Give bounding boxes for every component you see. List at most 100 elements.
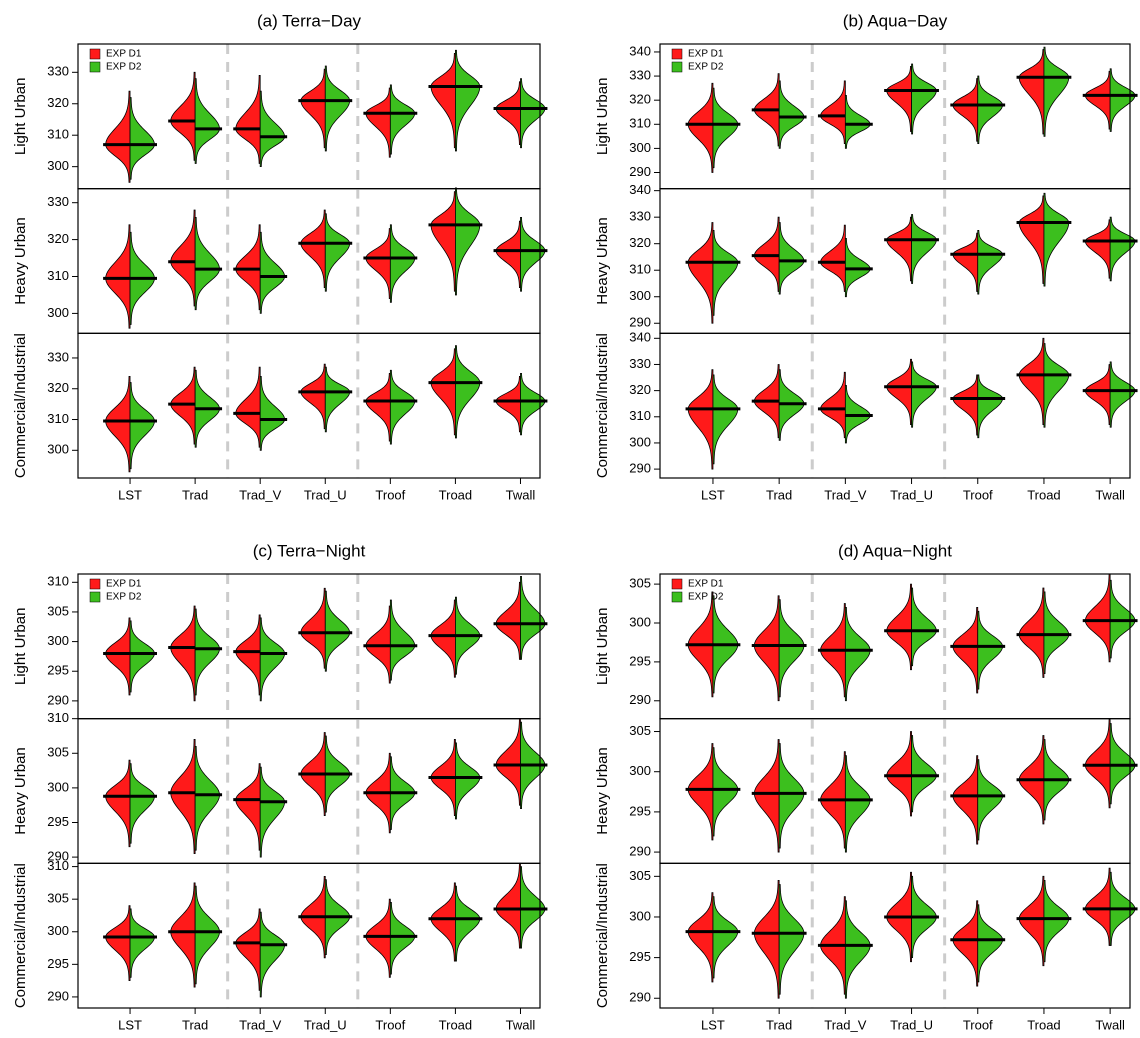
y-tick-label: 300 (629, 288, 651, 303)
violin-half (430, 599, 456, 678)
violin-half (886, 358, 912, 426)
x-tick-label: LST (118, 1017, 142, 1032)
violin-half (105, 90, 131, 183)
violin-half (129, 97, 155, 180)
violin-half (977, 75, 1003, 144)
violin-half (324, 213, 351, 292)
violin-half (712, 87, 739, 169)
violin-half (1084, 364, 1111, 426)
violin-half (778, 80, 805, 149)
violin-half (952, 78, 979, 142)
y-tick-label: 320 (47, 231, 69, 246)
y-axis-label: Light Urban (12, 608, 29, 686)
y-tick-label: 310 (47, 268, 69, 283)
violin-half (952, 900, 979, 987)
y-tick-label: 300 (47, 923, 69, 938)
y-tick-label: 290 (629, 692, 651, 707)
violin-half (844, 755, 871, 853)
panel-title: (b) Aqua−Day (843, 11, 948, 30)
violin-half (687, 82, 714, 173)
y-tick-label: 290 (47, 692, 69, 707)
violin-half (235, 366, 261, 448)
x-tick-label: Troof (375, 1017, 405, 1032)
x-tick-label: Trad_V (824, 487, 866, 502)
violin-half (259, 231, 286, 314)
violin-half (495, 862, 521, 949)
y-tick-label: 290 (629, 164, 651, 179)
violin-half (687, 369, 714, 470)
y-tick-label: 295 (47, 663, 69, 678)
violin-half (753, 880, 780, 999)
violin-half (170, 882, 196, 988)
x-tick-label: Twall (506, 1017, 536, 1032)
y-tick-label: 310 (47, 710, 69, 725)
panel: (a) Terra−Day Light Urban 300 310 320 330 EXP … (12, 11, 548, 502)
violin-half (170, 739, 196, 855)
y-tick-label: 300 (629, 614, 651, 629)
y-tick-label: 295 (47, 814, 69, 829)
y-tick-label: 300 (47, 779, 69, 794)
violin-half (129, 620, 155, 693)
y-tick-label: 305 (47, 891, 69, 906)
panel: (c) Terra−Night Light Urban 290 295 300 305 31… (12, 541, 548, 1032)
violin-half (300, 587, 326, 669)
y-tick-label: 310 (629, 408, 651, 423)
violin-half (365, 87, 391, 158)
violin-half (495, 718, 521, 806)
y-tick-label: 330 (47, 349, 69, 364)
violin-half (1084, 573, 1111, 663)
panel: (b) Aqua−Day Light Urban 290 300 310 320 330 34… (594, 11, 1138, 502)
y-tick-label: 300 (629, 763, 651, 778)
y-tick-label: 300 (47, 305, 69, 320)
violin-half (844, 607, 871, 702)
violin-half (820, 80, 846, 144)
violin-half (911, 587, 937, 667)
row-frame (77, 43, 541, 190)
x-tick-label: Trad_U (304, 1017, 347, 1032)
y-tick-label: 290 (629, 315, 651, 330)
y-tick-label: 320 (629, 235, 651, 250)
y-tick-label: 290 (629, 990, 651, 1005)
violin-half (170, 71, 196, 161)
violin-half (977, 759, 1003, 841)
legend-label: EXP D1 (688, 579, 724, 590)
violin-half (300, 68, 326, 149)
y-axis-label: Commercial/Industrial (594, 863, 611, 1008)
violin-half (712, 747, 739, 837)
y-tick-label: 290 (47, 988, 69, 1003)
legend-swatch (671, 48, 683, 60)
violin-half (105, 617, 131, 696)
violin-half (170, 209, 196, 307)
x-tick-label: Troad (439, 1017, 472, 1032)
violin-half (753, 739, 780, 853)
x-tick-label: Troad (439, 487, 472, 502)
violin-half (1043, 880, 1070, 963)
x-tick-label: LST (701, 487, 725, 502)
violin-half (687, 222, 714, 324)
violin-half (1084, 719, 1111, 809)
x-tick-label: Trad_V (239, 1017, 281, 1032)
y-tick-label: 320 (629, 382, 651, 397)
violin-half (1018, 875, 1045, 967)
violin-half (430, 348, 456, 436)
y-tick-label: 310 (47, 858, 69, 873)
legend-swatch (89, 591, 101, 603)
panel-title: (a) Terra−Day (257, 11, 362, 30)
violin-half (324, 366, 351, 433)
y-tick-label: 310 (629, 262, 651, 277)
violin-half (977, 904, 1003, 983)
y-tick-label: 300 (47, 633, 69, 648)
violin-half (259, 376, 285, 451)
violin-half (389, 224, 416, 303)
violin-half (977, 610, 1003, 690)
panel-title: (c) Terra−Night (253, 541, 366, 560)
x-tick-label: Troad (1027, 1017, 1060, 1032)
violin-half (911, 214, 937, 284)
violin-half (235, 75, 261, 164)
violin-half (1018, 49, 1045, 135)
violin-half (1018, 195, 1045, 284)
violin-half (1084, 219, 1111, 279)
y-axis-label: Light Urban (594, 608, 611, 686)
violin-half (495, 581, 521, 660)
violin-half (911, 63, 937, 135)
